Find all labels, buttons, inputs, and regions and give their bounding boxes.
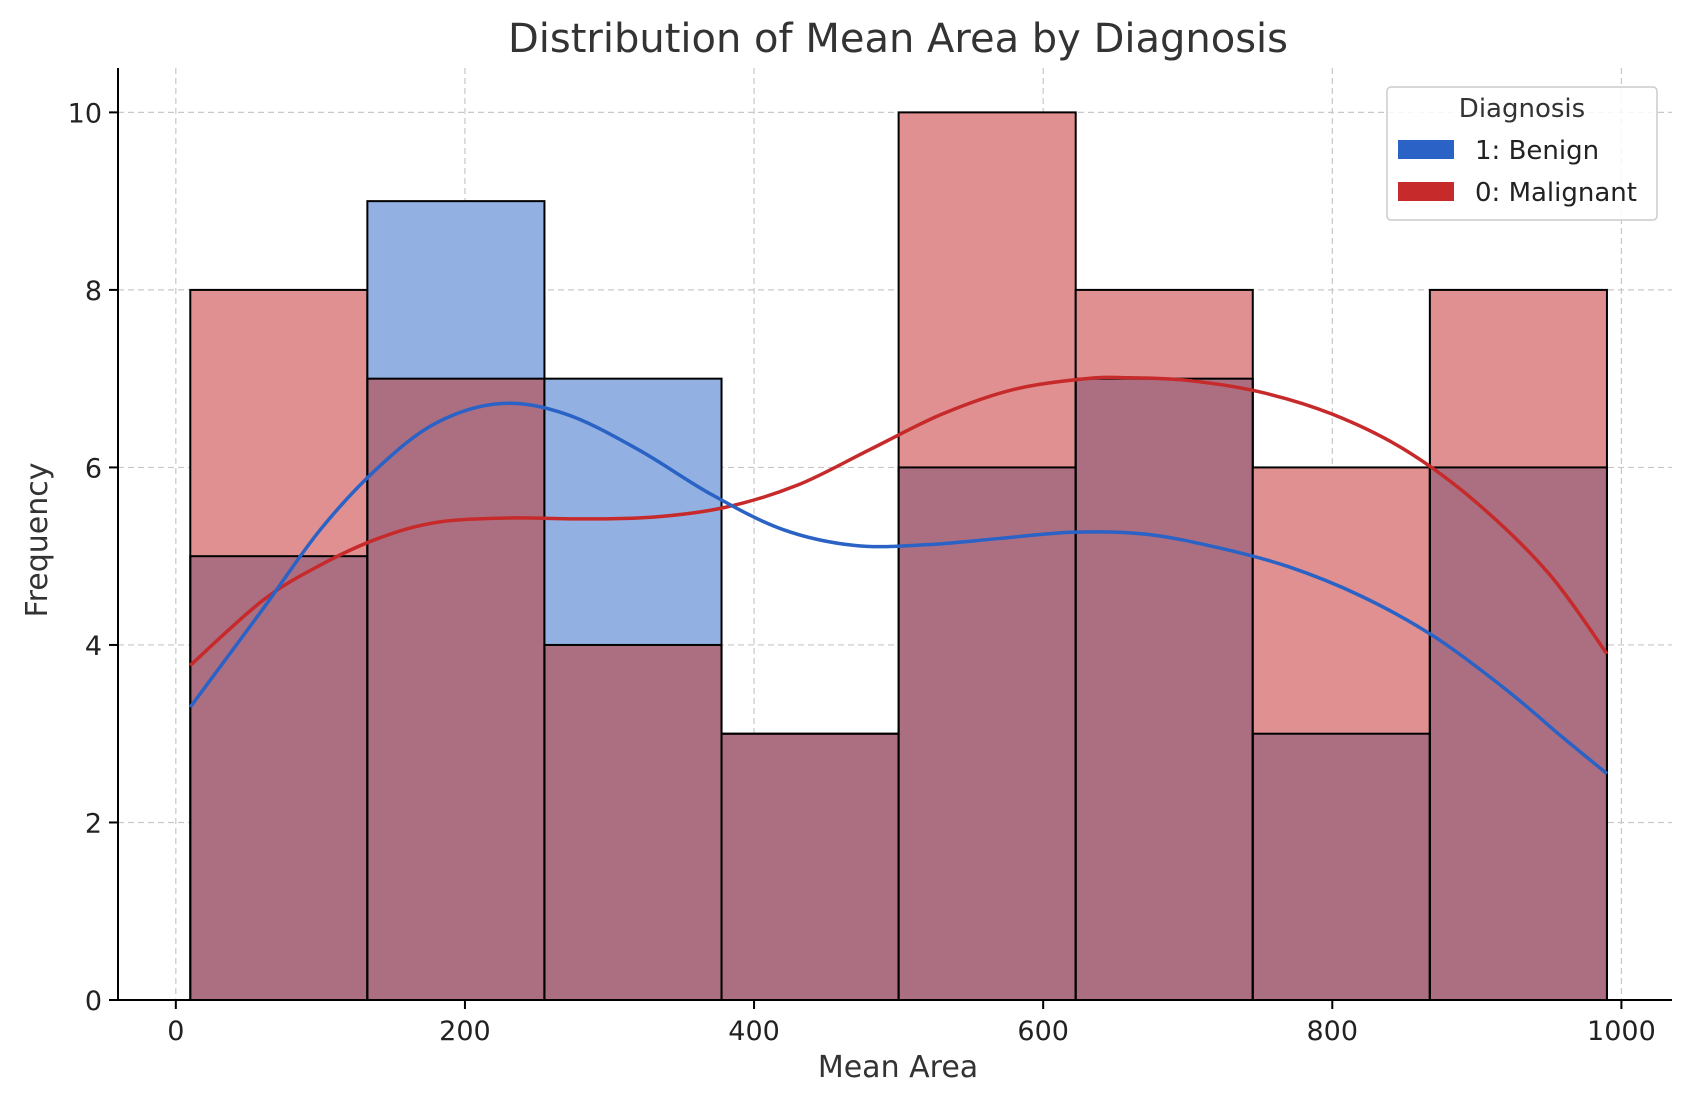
histogram-bar-overlap: [721, 733, 899, 1000]
y-axis-label: Frequency: [20, 463, 55, 618]
histogram-bar-upper: [898, 112, 1076, 468]
y-tick-label: 4: [85, 631, 102, 662]
kde-layer: [188, 375, 1609, 776]
legend-label-malignant: 0: Malignant: [1475, 178, 1637, 208]
legend-frame: [1386, 86, 1658, 221]
y-tick-label: 10: [68, 98, 102, 129]
ticks-layer: 0 200 400 600 800 1000 0 2 4 6 8 10: [68, 98, 1656, 1047]
histogram-bar-upper: [1429, 289, 1607, 468]
histogram-bar-overlap: [367, 378, 545, 1001]
histogram-bar-overlap: [1429, 467, 1607, 1000]
kde-line-benign: [188, 401, 1609, 776]
x-tick-label: 0: [167, 1016, 184, 1047]
histogram-bar-overlap: [190, 556, 368, 1000]
legend-swatch-benign: [1398, 140, 1454, 159]
x-axis-label: Mean Area: [818, 1050, 978, 1085]
x-tick-label: 600: [1017, 1016, 1069, 1047]
x-tick-label: 200: [439, 1016, 491, 1047]
y-tick-label: 8: [85, 276, 102, 307]
histogram-bar-upper: [1075, 289, 1253, 379]
y-tick-label: 6: [85, 453, 102, 484]
legend-swatch-malignant: [1398, 182, 1454, 201]
bars-layer: [189, 111, 1608, 1001]
x-tick-label: 800: [1307, 1016, 1359, 1047]
histogram-bar-overlap: [1075, 378, 1253, 1001]
histogram-bar-upper: [1252, 467, 1430, 734]
legend-label-benign: 1: Benign: [1475, 136, 1599, 166]
histogram-bar-overlap: [1252, 733, 1430, 1000]
legend-title: Diagnosis: [1459, 94, 1585, 124]
chart-title: Distribution of Mean Area by Diagnosis: [508, 16, 1288, 62]
y-tick-label: 2: [85, 808, 102, 839]
histogram-bar-overlap: [544, 644, 722, 1000]
kde-line-malignant: [189, 375, 1609, 667]
x-tick-label: 400: [728, 1016, 780, 1047]
histogram-bar-upper: [367, 201, 545, 379]
y-tick-label: 0: [85, 986, 102, 1017]
x-tick-label: 1000: [1587, 1016, 1656, 1047]
histogram-bar-overlap: [898, 467, 1076, 1000]
axes-layer: [117, 68, 1672, 1001]
legend: Diagnosis 1: Benign 0: Malignant: [1386, 86, 1658, 221]
histogram-bar-upper: [190, 289, 368, 557]
